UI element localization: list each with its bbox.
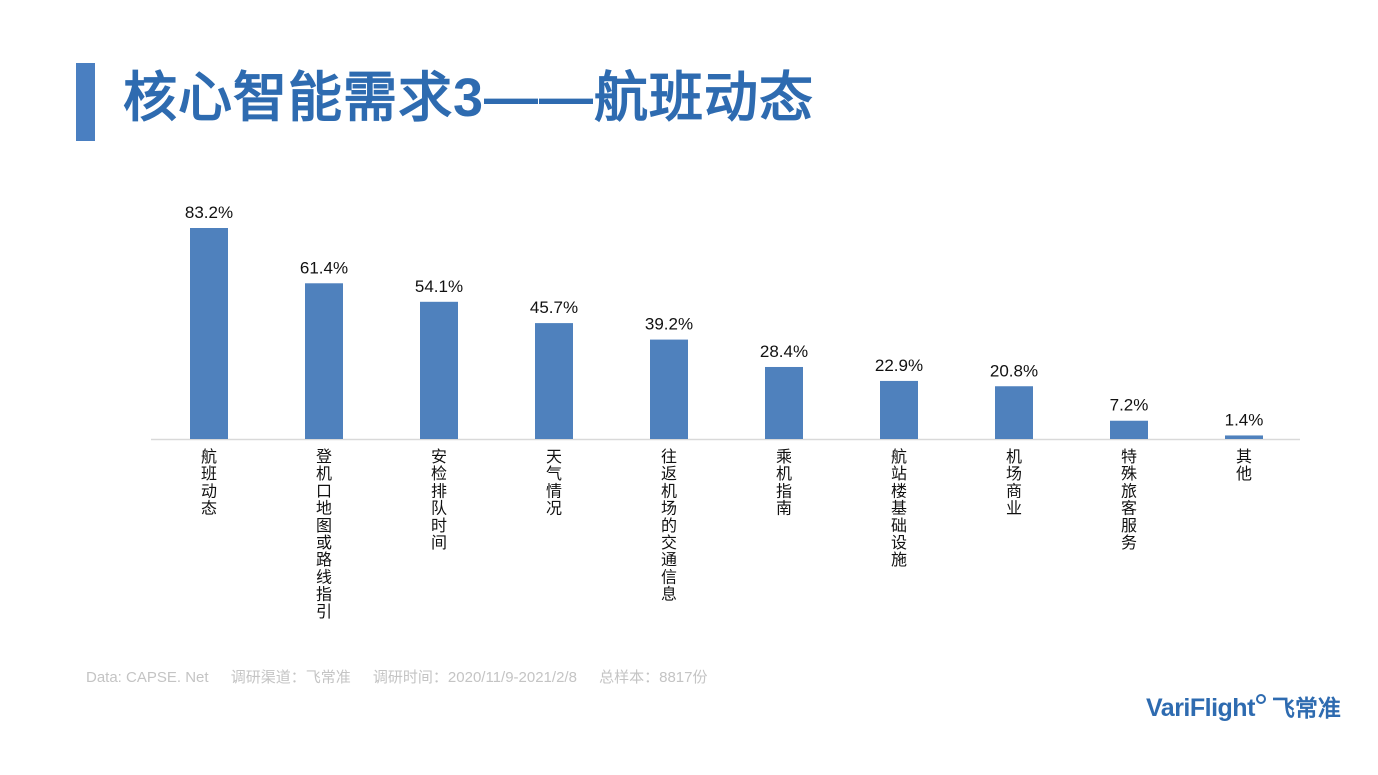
bar-7 — [880, 380, 918, 439]
bar-5 — [650, 339, 688, 439]
variflight-logo: VariFlight 飞常准 — [1146, 690, 1341, 726]
bar-8 — [995, 386, 1033, 439]
bar-10 — [1225, 435, 1263, 439]
data-label-9: 7.2% — [1110, 396, 1149, 415]
bar-6 — [765, 366, 803, 439]
data-label-1: 83.2% — [185, 203, 233, 222]
data-label-4: 45.7% — [530, 298, 578, 317]
category-label-9: 特殊旅客服务 — [1121, 447, 1137, 552]
footer-channel: 调研渠道：飞常准 — [230, 669, 351, 686]
category-label-8: 机场商业 — [1006, 447, 1022, 518]
data-label-7: 22.9% — [875, 356, 923, 375]
category-label-7: 航站楼基础设施 — [891, 447, 907, 569]
bar-9 — [1110, 420, 1148, 439]
footer-note: Data: CAPSE. Net 调研渠道：飞常准 调研时间：2020/11/9… — [86, 666, 725, 687]
data-label-8: 20.8% — [990, 361, 1038, 380]
category-label-4: 天气情况 — [546, 447, 562, 518]
data-label-5: 39.2% — [645, 315, 693, 334]
data-label-2: 61.4% — [300, 258, 348, 277]
bar-2 — [305, 283, 343, 439]
data-label-6: 28.4% — [760, 342, 808, 361]
title-accent-bar — [76, 63, 95, 141]
category-label-10: 其他 — [1236, 447, 1252, 483]
logo-text-en: VariFlight — [1146, 694, 1255, 722]
category-label-1: 航班动态 — [201, 447, 217, 518]
page-title: 核心智能需求3——航班动态 — [123, 68, 815, 128]
bar-3 — [420, 301, 458, 439]
data-label-10: 1.4% — [1225, 410, 1264, 429]
footer-sample: 总样本：8817份 — [599, 669, 708, 686]
footer-period: 调研时间：2020/11/9-2021/2/8 — [372, 669, 577, 686]
data-label-3: 54.1% — [415, 277, 463, 296]
category-label-2: 登机口地图或路线指引 — [316, 447, 332, 621]
bar-4 — [535, 323, 573, 439]
category-label-3: 安检排队时间 — [431, 447, 447, 552]
logo-ring-icon — [1255, 694, 1266, 704]
bar-1 — [190, 228, 228, 439]
footer-source: Data: CAPSE. Net — [86, 669, 209, 686]
category-label-5: 往返机场的交通信息 — [661, 447, 677, 604]
category-label-6: 乘机指南 — [776, 447, 792, 518]
logo-text-cn: 飞常准 — [1271, 695, 1341, 721]
